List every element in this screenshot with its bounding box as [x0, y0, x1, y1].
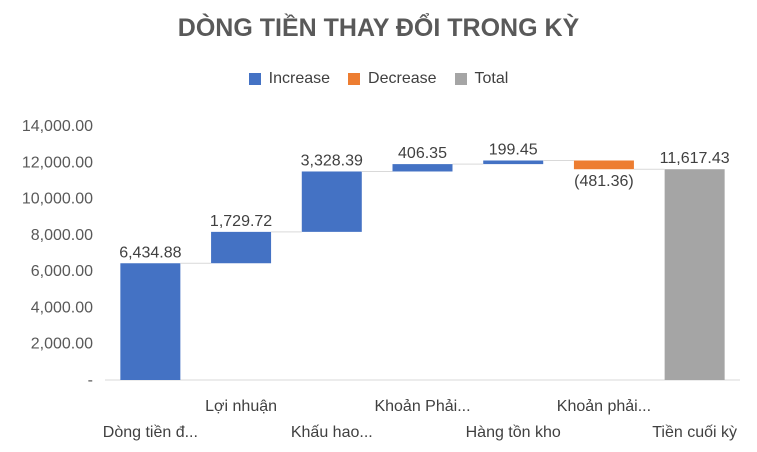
x-tick-label: Tiền cuối kỳ	[652, 424, 737, 441]
y-tick-label: 12,000.00	[22, 154, 93, 171]
bar-increase	[392, 164, 453, 172]
legend-swatch-increase	[248, 73, 261, 85]
data-label: (481.36)	[574, 173, 634, 190]
x-tick-label: Lợi nhuận	[205, 398, 277, 415]
x-tick-label: Dòng tiền đ...	[103, 424, 198, 441]
x-tick-label: Khấu hao...	[291, 424, 373, 441]
data-label: 406.35	[398, 145, 447, 162]
legend-item-decrease: Decrease	[348, 70, 437, 88]
bar-increase	[483, 160, 544, 165]
bar-total	[664, 169, 725, 380]
x-tick-label: Hàng tồn kho	[466, 424, 561, 441]
data-label: 1,729.72	[210, 213, 272, 230]
bar-increase	[301, 171, 362, 232]
bar-increase	[211, 231, 272, 264]
bar-decrease	[573, 160, 634, 170]
data-label: 6,434.88	[119, 244, 181, 261]
legend-item-increase: Increase	[248, 70, 331, 88]
data-label: 199.45	[489, 141, 538, 158]
legend-item-total: Total	[454, 70, 509, 88]
legend-label-increase: Increase	[268, 70, 331, 87]
y-tick-label: 6,000.00	[31, 263, 93, 280]
y-tick-label: 2,000.00	[31, 336, 93, 353]
y-tick-label: 14,000.00	[22, 118, 93, 135]
y-tick-label: 8,000.00	[31, 227, 93, 244]
data-label: 11,617.43	[660, 150, 730, 167]
data-label: 3,328.39	[301, 152, 363, 169]
chart-title: DÒNG TIỀN THAY ĐỔI TRONG KỲ	[177, 14, 580, 42]
legend-label-decrease: Decrease	[368, 70, 437, 87]
x-tick-label: Khoản Phải...	[374, 398, 470, 415]
bar-increase	[120, 263, 181, 380]
legend-swatch-decrease	[348, 73, 361, 85]
y-tick-label: 10,000.00	[22, 191, 93, 208]
legend: Increase Decrease Total	[0, 70, 757, 88]
y-tick-label: 4,000.00	[31, 299, 93, 316]
legend-swatch-total	[454, 73, 467, 85]
x-tick-label: Khoản phải...	[557, 398, 651, 415]
y-tick-label: -	[88, 372, 93, 389]
legend-label-total: Total	[474, 70, 509, 87]
